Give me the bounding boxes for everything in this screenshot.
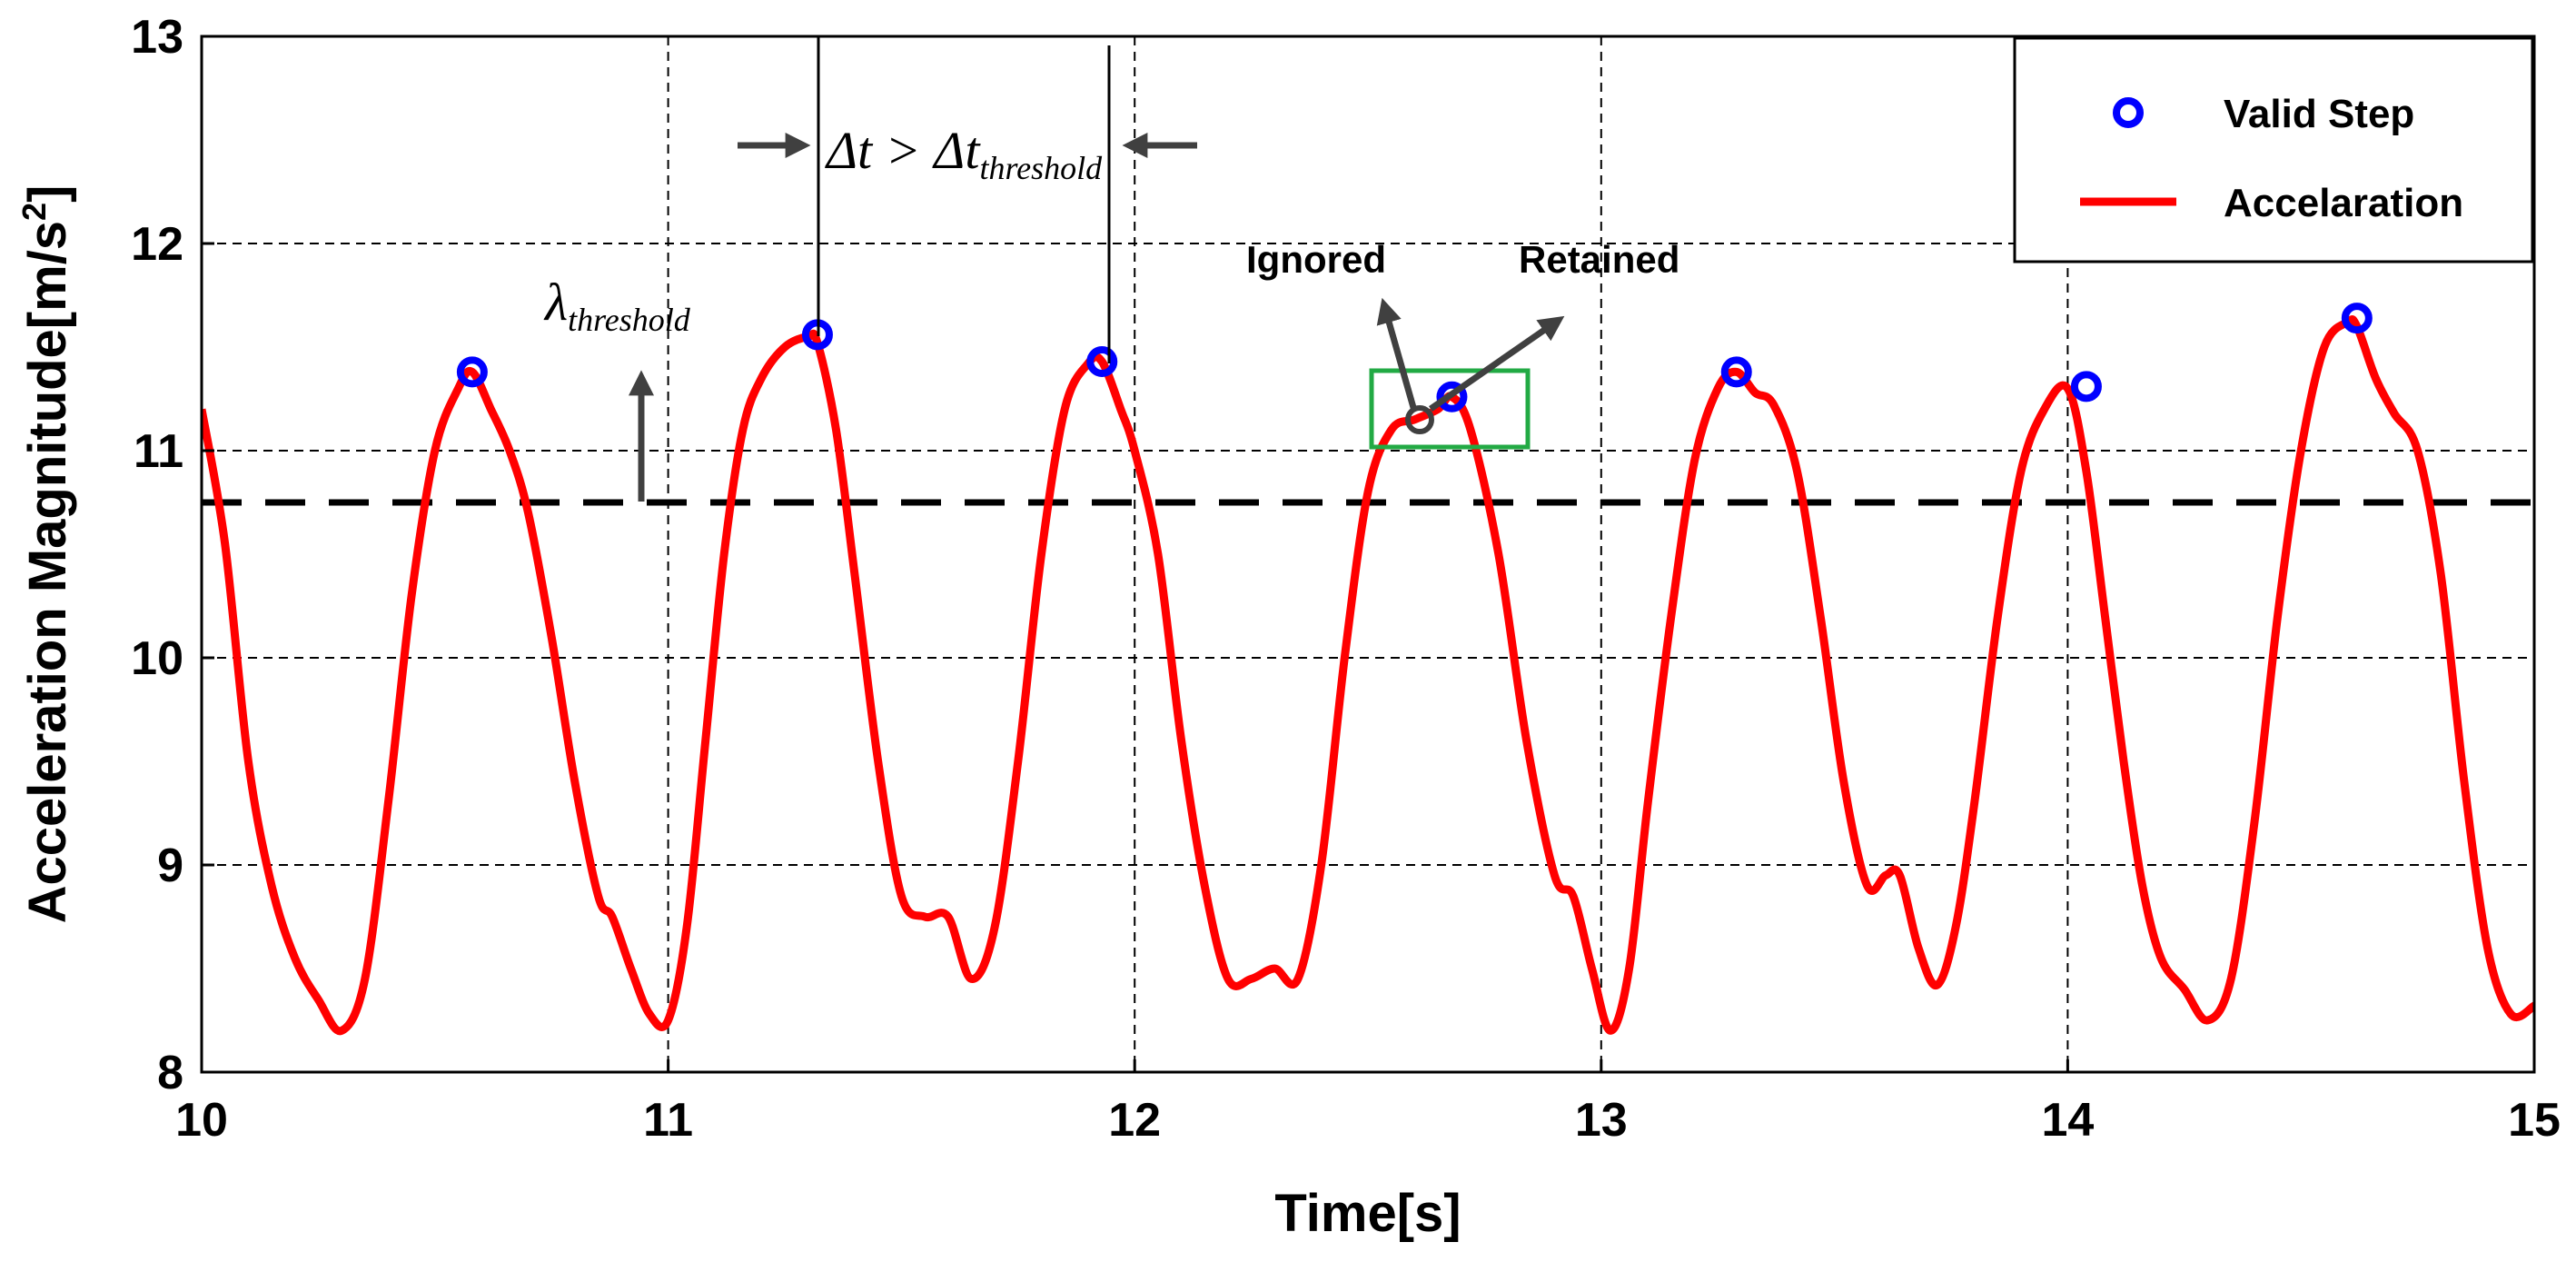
candidate-box <box>1369 368 1531 450</box>
x-axis-label: Time[s] <box>1274 1184 1461 1243</box>
lambda-symbol: λ <box>543 273 568 332</box>
y-tick-label: 13 <box>131 11 183 64</box>
ignored-label: Ignored <box>1246 238 1386 281</box>
valid-step-point <box>456 356 488 388</box>
valid-step-point <box>1436 381 1468 412</box>
y-axis-label: Acceleration Magnitude[m/s2] <box>15 185 77 924</box>
delta-t-main: Δt > Δt <box>825 121 981 180</box>
x-tick-label: 14 <box>2041 1094 2094 1147</box>
retained-arrow <box>1429 315 1565 412</box>
x-tick-label: 12 <box>1108 1094 1161 1147</box>
plot-frame <box>200 35 2536 1074</box>
series-layer <box>202 315 2534 1036</box>
y-axis-label-sup: 2 <box>15 203 53 221</box>
markers-layer <box>456 303 2373 412</box>
retained-label: Retained <box>1519 238 1679 281</box>
y-tick-label: 9 <box>157 840 183 892</box>
ignored-retained-annotation: Ignored Retained <box>1246 238 1679 450</box>
lambda-subscript: threshold <box>568 302 691 338</box>
grid <box>202 36 2534 1072</box>
delta-t-label: Δt > Δtthreshold <box>825 121 1103 186</box>
ignored-arrow <box>1376 297 1418 412</box>
legend: Valid Step Accelaration <box>2013 36 2534 263</box>
y-tick-label: 10 <box>131 632 183 685</box>
legend-box <box>2013 36 2534 263</box>
valid-step-point <box>2070 371 2102 402</box>
y-tick-label: 11 <box>134 425 183 478</box>
legend-valid-step-marker <box>2113 97 2144 128</box>
delta-t-annotation: Δt > Δtthreshold <box>738 36 1197 363</box>
delta-t-subscript: threshold <box>979 150 1103 186</box>
y-tick-label: 12 <box>131 218 183 271</box>
y-axis-label-main: Acceleration Magnitude[m/s <box>18 221 77 923</box>
y-axis-label-close: ] <box>18 185 77 203</box>
x-tick-label: 10 <box>175 1094 228 1147</box>
lambda-threshold-label: λthreshold <box>543 273 691 338</box>
x-tick-label: 11 <box>643 1094 693 1147</box>
acceleration-line <box>202 315 2534 1036</box>
y-tick-label: 8 <box>157 1047 183 1099</box>
valid-step-point <box>1086 345 1118 377</box>
legend-valid-step-label: Valid Step <box>2224 92 2414 136</box>
valid-step-point <box>1720 356 1752 388</box>
valid-step-point <box>2341 303 2373 334</box>
x-tick-label: 15 <box>2508 1094 2561 1147</box>
ignored-candidate-marker <box>1405 405 1434 434</box>
legend-acceleration-label: Accelaration <box>2224 181 2463 225</box>
ticks: 10 11 12 13 14 15 8 9 10 11 12 13 <box>131 11 2561 1147</box>
lambda-threshold-annotation: λthreshold <box>543 273 691 502</box>
x-tick-label: 13 <box>1575 1094 1628 1147</box>
